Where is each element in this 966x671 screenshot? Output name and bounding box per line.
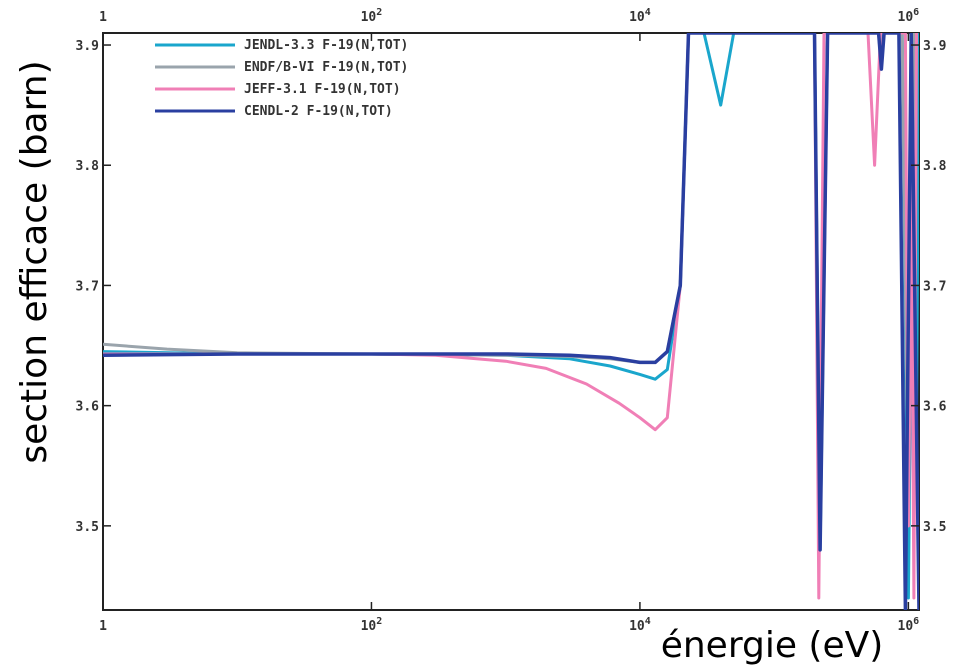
y-tick-label-right: 3.8 <box>923 159 947 174</box>
x-tick-label-bottom: 106 <box>898 616 920 634</box>
y-tick-label-right: 3.5 <box>923 520 946 535</box>
x-tick-exponent: 4 <box>645 616 651 627</box>
x-axis-label: énergie (eV) <box>661 625 884 666</box>
y-tick-label-right: 3.6 <box>923 400 947 415</box>
y-tick-label-left: 3.8 <box>76 159 100 174</box>
y-axis-label: section efficace (barn) <box>14 60 55 463</box>
legend: JENDL-3.3 F-19(N,TOT) ENDF/B-VI F-19(N,TO… <box>155 38 408 119</box>
x-tick-exponent: 4 <box>645 7 651 18</box>
y-tick-label-left: 3.5 <box>76 520 99 535</box>
x-tick-label-top: 1 <box>99 10 107 25</box>
plot-frame <box>102 32 920 611</box>
series-layer <box>103 33 919 610</box>
x-tick-label-top: 102 <box>361 7 383 25</box>
x-tick-label-bottom: 1 <box>99 619 107 634</box>
y-tick-label-left: 3.6 <box>76 400 100 415</box>
legend-label-2: ENDF/B-VI F-19(N,TOT) <box>244 60 408 75</box>
ticks-layer: 3.5 3.53.6 3.63.7 3.73.8 3.83.9 3.91110210210… <box>76 7 947 634</box>
x-tick-label-top: 106 <box>898 7 920 25</box>
y-tick-label-left: 3.7 <box>76 279 99 294</box>
legend-label-1: JENDL-3.3 F-19(N,TOT) <box>244 38 408 53</box>
x-tick-exponent: 2 <box>376 616 382 627</box>
series-line-1 <box>103 33 919 600</box>
y-tick-label-right: 3.9 <box>923 39 946 54</box>
x-tick-label-bottom: 102 <box>361 616 383 634</box>
series-line-4 <box>103 33 919 610</box>
x-tick-exponent: 6 <box>913 7 919 18</box>
x-tick-exponent: 6 <box>913 616 919 627</box>
x-tick-exponent: 2 <box>376 7 382 18</box>
y-tick-label-right: 3.7 <box>923 279 946 294</box>
legend-label-4: CENDL-2 F-19(N,TOT) <box>244 104 393 119</box>
y-tick-label-left: 3.9 <box>76 39 99 54</box>
x-tick-label-bottom: 104 <box>629 616 651 634</box>
x-tick-label-top: 104 <box>629 7 651 25</box>
legend-label-3: JEFF-3.1 F-19(N,TOT) <box>244 82 401 97</box>
